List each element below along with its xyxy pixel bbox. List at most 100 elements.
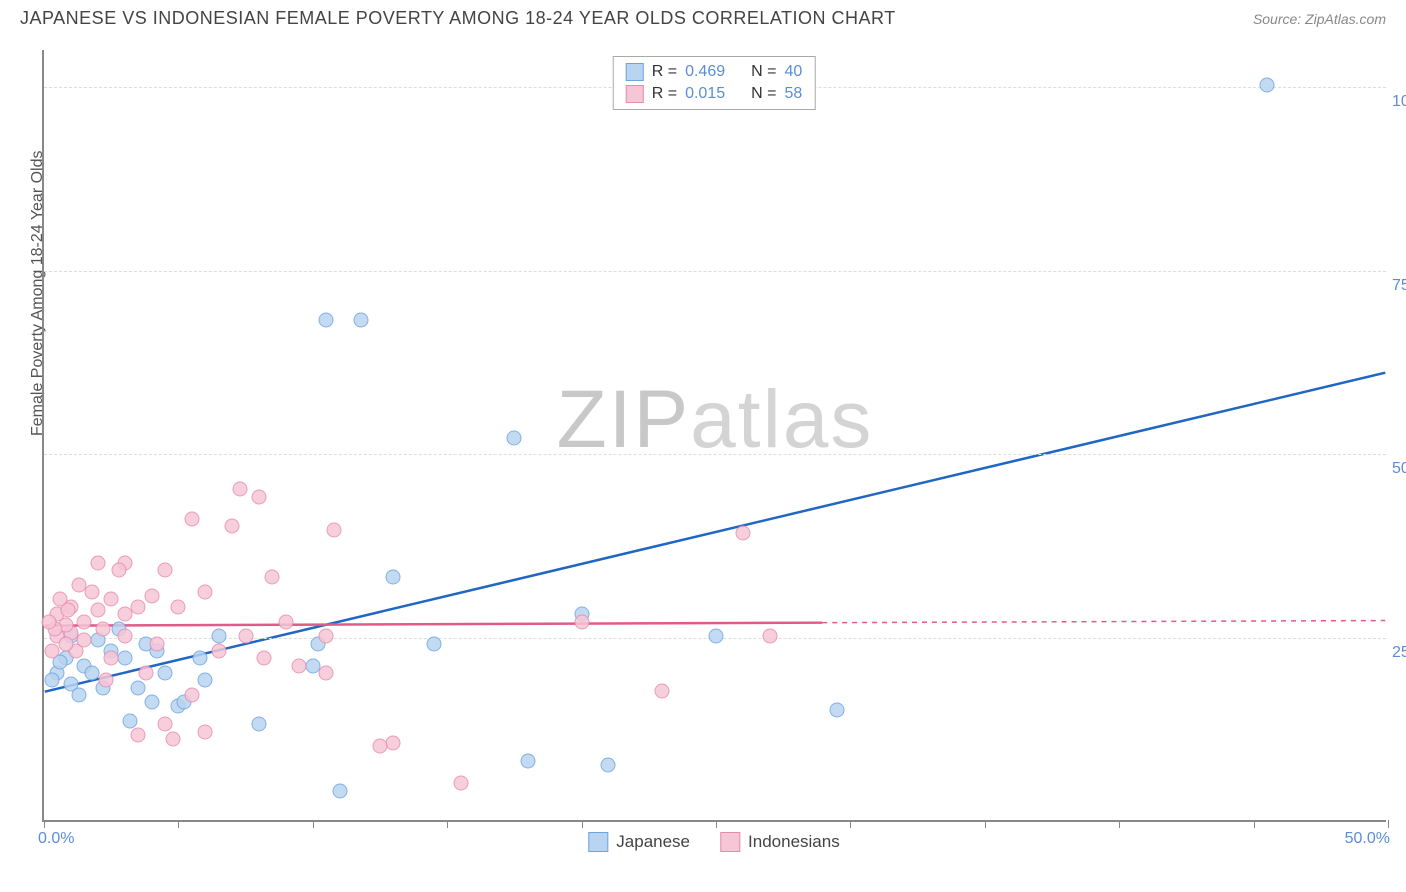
legend-item: Indonesians [720,832,840,852]
data-point [278,614,293,629]
legend-row: R =0.015N =58 [626,83,803,105]
legend-swatch [626,85,644,103]
data-point [77,614,92,629]
trend-lines [44,50,1386,820]
data-point [252,489,267,504]
data-point [71,688,86,703]
data-point [117,607,132,622]
x-tick [447,820,448,828]
data-point [198,673,213,688]
data-point [144,588,159,603]
data-point [90,555,105,570]
data-point [319,665,334,680]
data-point [386,570,401,585]
data-point [252,717,267,732]
data-point [292,658,307,673]
legend-item: Japanese [588,832,690,852]
data-point [184,511,199,526]
data-point [117,629,132,644]
x-tick [716,820,717,828]
data-point [71,577,86,592]
data-point [139,665,154,680]
y-tick-label: 100.0% [1392,93,1406,111]
n-label: N = [751,63,776,81]
x-tick [1388,820,1389,828]
data-point [104,651,119,666]
data-point [238,629,253,644]
data-point [332,783,347,798]
data-point [453,776,468,791]
legend-swatch [720,832,740,852]
x-tick [985,820,986,828]
x-tick [1119,820,1120,828]
x-tick [1254,820,1255,828]
data-point [90,603,105,618]
data-point [77,632,92,647]
data-point [257,651,272,666]
data-point [507,430,522,445]
watermark: ZIPatlas [557,373,874,467]
data-point [131,728,146,743]
data-point [112,563,127,578]
data-point [45,673,60,688]
y-tick-label: 50.0% [1392,460,1406,478]
series-legend: Japanese Indonesians [588,832,839,852]
data-point [58,636,73,651]
data-point [85,585,100,600]
x-tick [582,820,583,828]
n-value: 40 [784,63,802,81]
data-point [709,629,724,644]
data-point [184,688,199,703]
data-point [123,713,138,728]
legend-swatch [588,832,608,852]
data-point [171,599,186,614]
data-point [198,585,213,600]
chart-title: JAPANESE VS INDONESIAN FEMALE POVERTY AM… [20,8,896,29]
source-attribution: Source: ZipAtlas.com [1253,11,1386,27]
data-point [131,599,146,614]
legend-row: R = 0.469 N = 40 [626,61,803,83]
data-point [1260,77,1275,92]
r-label: R = [652,63,677,81]
data-point [574,614,589,629]
data-point [762,629,777,644]
data-point [319,313,334,328]
data-point [319,629,334,644]
data-point [520,754,535,769]
r-label: R = [652,85,677,103]
plot-region: ZIPatlas 25.0%50.0%75.0%100.0%0.0%50.0% [42,50,1386,822]
data-point [373,739,388,754]
gridline [44,454,1386,455]
data-point [157,717,172,732]
x-max-label: 50.0% [1345,830,1390,848]
data-point [211,643,226,658]
n-label: N = [751,85,776,103]
data-point [211,629,226,644]
data-point [735,526,750,541]
legend-label: Indonesians [748,832,840,852]
data-point [166,732,181,747]
data-point [386,735,401,750]
x-tick [44,820,45,828]
data-point [327,522,342,537]
chart-area: Female Poverty Among 18-24 Year Olds ZIP… [42,50,1386,822]
r-value: 0.015 [685,85,725,103]
data-point [233,482,248,497]
data-point [98,673,113,688]
data-point [225,518,240,533]
data-point [426,636,441,651]
r-value: 0.469 [685,63,725,81]
x-tick [178,820,179,828]
data-point [117,651,132,666]
data-point [265,570,280,585]
y-tick-label: 75.0% [1392,277,1406,295]
data-point [829,702,844,717]
data-point [157,665,172,680]
data-point [655,684,670,699]
correlation-legend: R =0.469N =40R =0.015N =58 [613,56,816,110]
data-point [131,680,146,695]
x-tick [850,820,851,828]
gridline [44,271,1386,272]
data-point [601,757,616,772]
data-point [198,724,213,739]
